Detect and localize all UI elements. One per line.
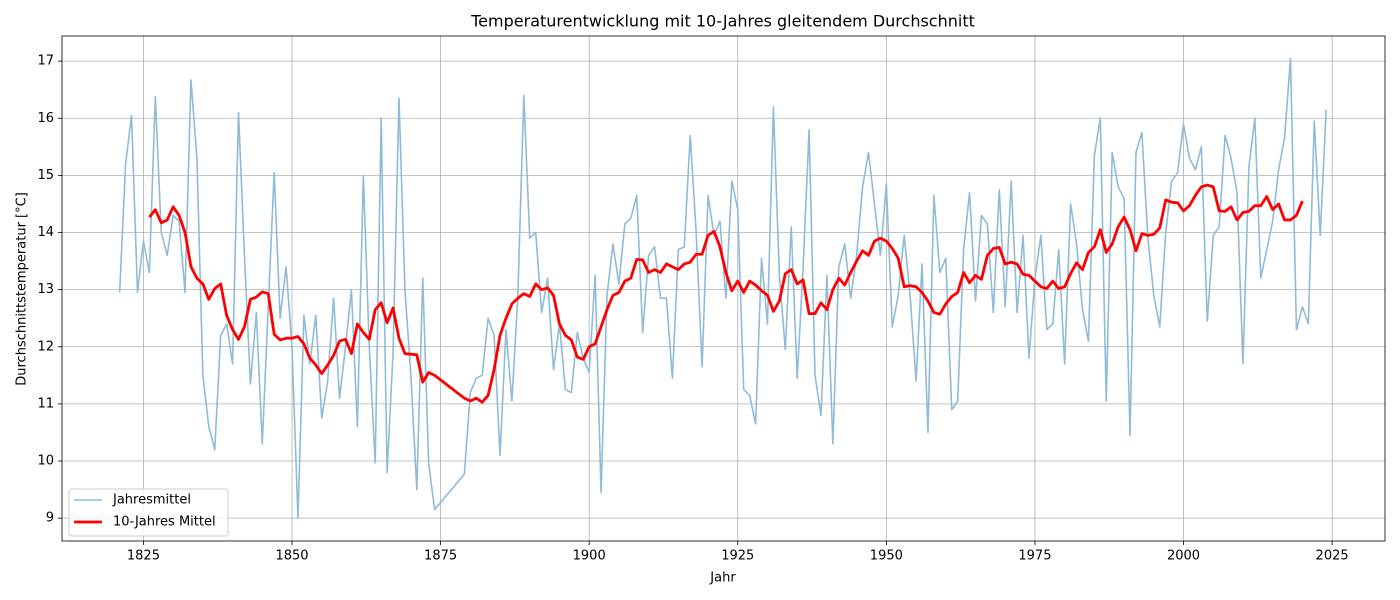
chart-title: Temperaturentwicklung mit 10-Jahres glei… — [470, 12, 975, 31]
axes-frame — [61, 35, 1386, 542]
legend-box — [68, 488, 229, 537]
y-tick-label: 12 — [37, 339, 54, 354]
x-tick-label: 2025 — [1316, 549, 1349, 564]
x-tick-label: 1900 — [573, 549, 606, 564]
data-line — [148, 183, 1304, 404]
y-tick-label: 11 — [37, 396, 54, 411]
y-tick-label: 10 — [37, 454, 54, 469]
x-tick-label: 1925 — [721, 549, 754, 564]
y-tick-label: 17 — [37, 54, 54, 69]
y-tick-label: 16 — [37, 111, 54, 126]
y-axis-label: Durchschnittstemperatur [°C] — [15, 192, 30, 386]
y-tick-label: 13 — [37, 282, 54, 297]
y-tick-label: 14 — [37, 225, 54, 240]
data-line — [118, 57, 1327, 519]
legend-label: Jahresmittel — [112, 493, 191, 508]
x-tick-label: 1850 — [275, 549, 308, 564]
y-tick-label: 15 — [37, 168, 54, 183]
x-tick-label: 1975 — [1018, 549, 1051, 564]
x-tick-label: 1875 — [424, 549, 457, 564]
x-tick-label: 2000 — [1167, 549, 1200, 564]
x-tick-label: 1950 — [870, 549, 903, 564]
x-tick-label: 1825 — [127, 549, 160, 564]
x-axis-label: Jahr — [709, 571, 736, 586]
legend-label: 10-Jahres Mittel — [113, 515, 216, 530]
legend: Jahresmittel 10-Jahres Mittel — [68, 488, 229, 537]
y-tick-label: 9 — [46, 511, 54, 526]
